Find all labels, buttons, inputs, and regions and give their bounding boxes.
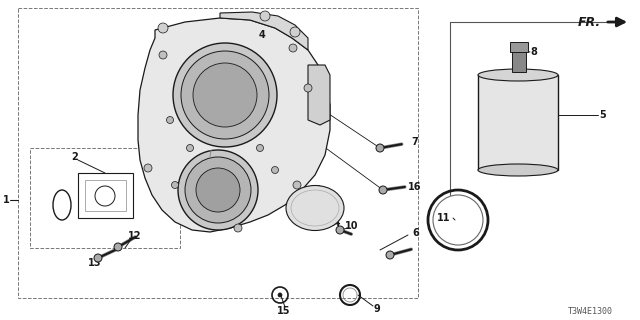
Text: 14: 14 xyxy=(328,218,342,228)
Circle shape xyxy=(260,11,270,21)
Circle shape xyxy=(181,51,269,139)
Circle shape xyxy=(186,145,193,151)
Circle shape xyxy=(114,243,122,251)
Circle shape xyxy=(304,84,312,92)
Circle shape xyxy=(94,254,102,262)
Text: 11: 11 xyxy=(436,213,450,223)
Circle shape xyxy=(289,44,297,52)
Text: 6: 6 xyxy=(413,228,419,238)
Bar xyxy=(18,8,418,298)
Ellipse shape xyxy=(286,186,344,230)
Bar xyxy=(30,148,180,248)
Bar xyxy=(512,50,526,72)
Polygon shape xyxy=(138,18,330,232)
Bar xyxy=(510,42,528,52)
Circle shape xyxy=(336,226,344,234)
Polygon shape xyxy=(308,65,330,125)
Text: 4: 4 xyxy=(259,30,266,40)
Text: 2: 2 xyxy=(72,152,78,162)
Text: FR.: FR. xyxy=(578,15,601,28)
Ellipse shape xyxy=(478,69,558,81)
Text: I: I xyxy=(209,150,211,160)
Bar xyxy=(85,180,126,211)
Text: 12: 12 xyxy=(128,231,141,241)
Text: 13: 13 xyxy=(88,258,102,268)
Circle shape xyxy=(271,166,278,173)
Text: 8: 8 xyxy=(531,47,538,57)
Bar xyxy=(478,75,558,170)
Circle shape xyxy=(178,150,258,230)
Text: T3W4E1300: T3W4E1300 xyxy=(568,308,612,316)
Bar xyxy=(78,173,133,218)
Text: 9: 9 xyxy=(374,304,380,314)
Text: 15: 15 xyxy=(277,306,291,316)
Text: 16: 16 xyxy=(408,182,422,192)
Circle shape xyxy=(166,116,173,124)
Circle shape xyxy=(193,63,257,127)
Ellipse shape xyxy=(478,164,558,176)
Circle shape xyxy=(144,164,152,172)
Circle shape xyxy=(257,145,264,151)
Polygon shape xyxy=(220,12,308,50)
Circle shape xyxy=(185,157,251,223)
Circle shape xyxy=(379,186,387,194)
Text: 7: 7 xyxy=(412,137,419,147)
Circle shape xyxy=(196,168,240,212)
Circle shape xyxy=(278,293,282,297)
Circle shape xyxy=(173,43,277,147)
Circle shape xyxy=(234,224,242,232)
Circle shape xyxy=(386,251,394,259)
Text: 5: 5 xyxy=(600,110,606,120)
Circle shape xyxy=(293,181,301,189)
Circle shape xyxy=(158,23,168,33)
Circle shape xyxy=(159,51,167,59)
Text: 10: 10 xyxy=(345,221,359,231)
Text: 1: 1 xyxy=(3,195,10,205)
Circle shape xyxy=(376,144,384,152)
Circle shape xyxy=(172,181,179,188)
Text: 3: 3 xyxy=(315,185,321,195)
Circle shape xyxy=(290,27,300,37)
